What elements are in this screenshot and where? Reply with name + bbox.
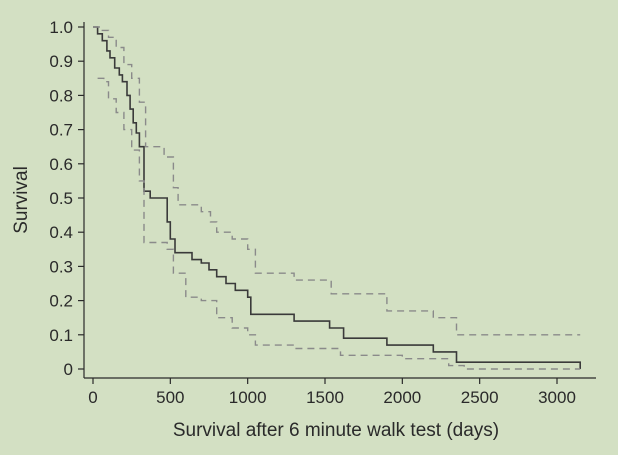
y-tick-label: 0.5 — [49, 189, 73, 208]
survival-estimate-line — [93, 26, 581, 369]
y-tick-label: 0 — [64, 360, 73, 379]
x-tick-label: 2000 — [383, 388, 421, 407]
plot-series — [93, 26, 581, 370]
y-tick-label: 1.0 — [49, 18, 73, 37]
x-axis-title: Survival after 6 minute walk test (days) — [173, 420, 499, 441]
axes: 0 0.1 0.2 0.3 0.4 0.5 0.6 0.7 0.8 0.9 1.0 0 500 1000 1… — [49, 18, 596, 407]
x-tick-label: 1000 — [229, 388, 267, 407]
y-tick-label: 0.3 — [49, 257, 73, 276]
y-tick-label: 0.1 — [49, 326, 73, 345]
ci-lower-line — [97, 77, 581, 370]
x-tick-label: 2500 — [461, 388, 499, 407]
ci-upper-line — [93, 26, 581, 336]
y-tick-label: 0.6 — [49, 155, 73, 174]
y-tick-label: 0.9 — [49, 52, 73, 71]
x-tick-label: 1500 — [306, 388, 344, 407]
x-tick-label: 3000 — [538, 388, 576, 407]
y-tick-label: 0.8 — [49, 86, 73, 105]
x-tick-label: 0 — [88, 388, 97, 407]
y-tick-label: 0.7 — [49, 121, 73, 140]
y-tick-label: 0.2 — [49, 292, 73, 311]
y-tick-label: 0.4 — [49, 223, 73, 242]
y-axis-title: Survival — [11, 166, 32, 234]
x-tick-label: 500 — [156, 388, 184, 407]
